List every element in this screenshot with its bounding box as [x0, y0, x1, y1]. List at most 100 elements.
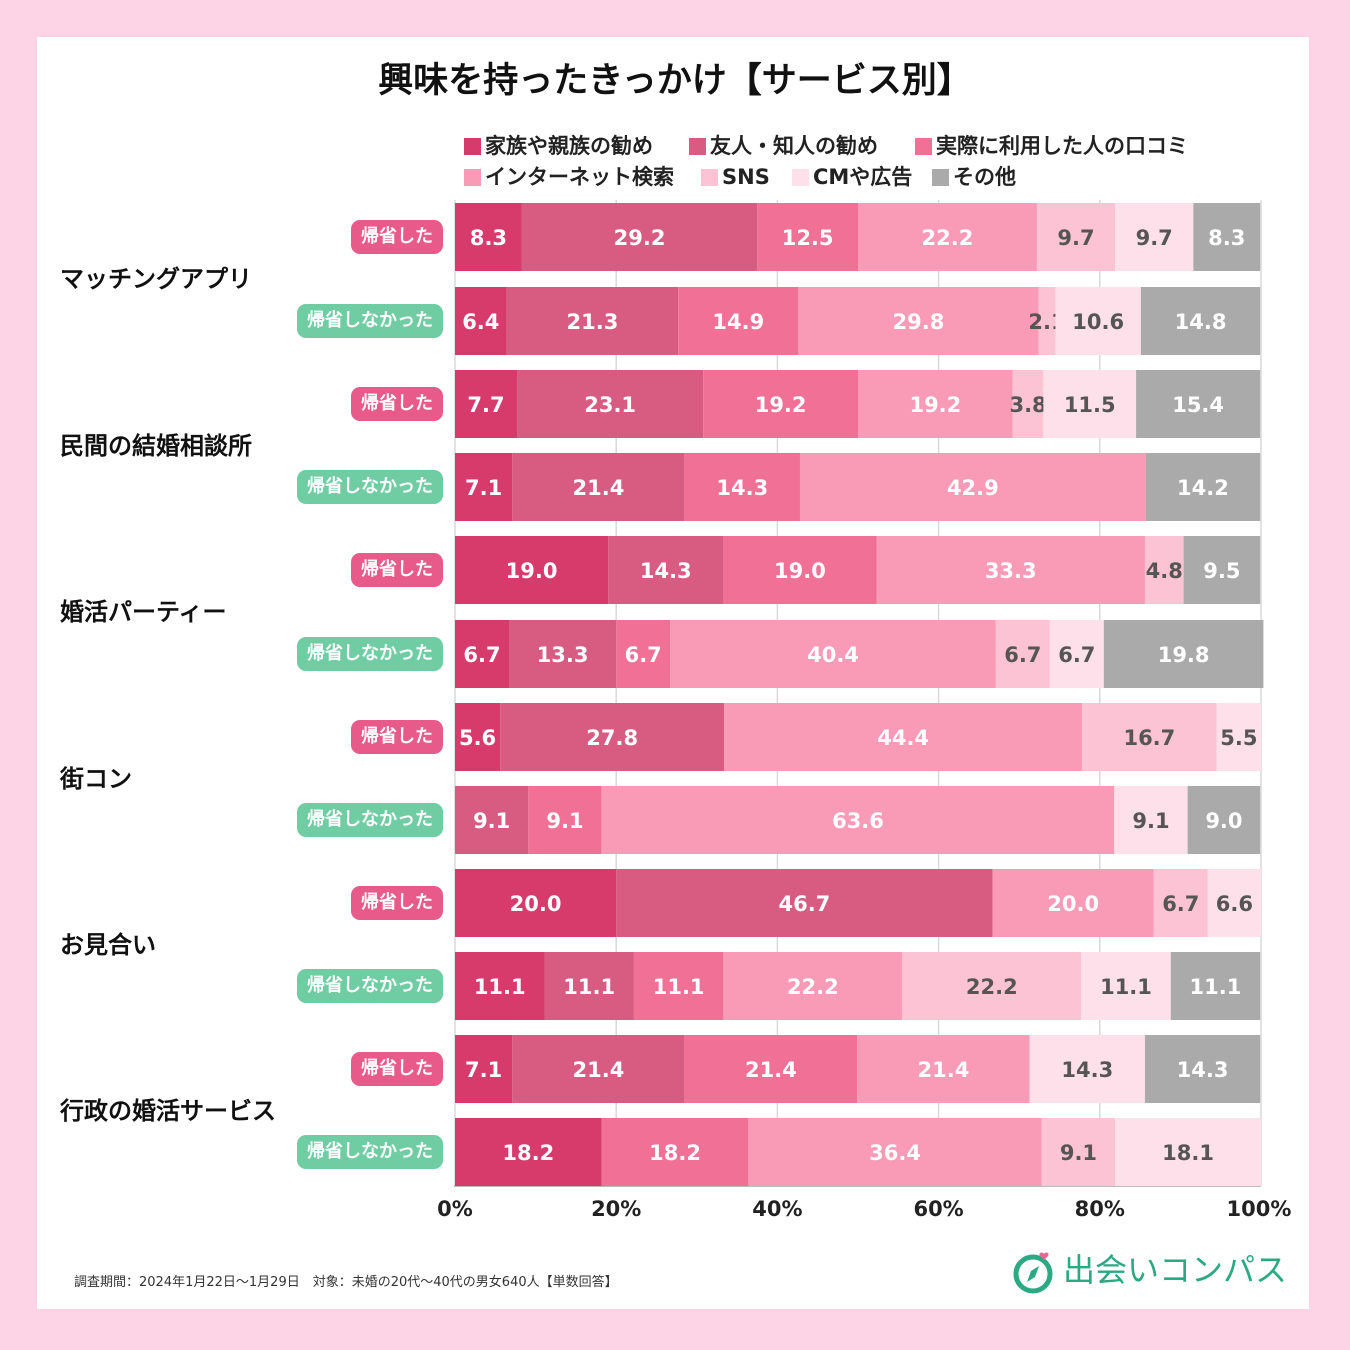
data-label: 23.1	[584, 393, 636, 417]
bar-segment	[455, 536, 609, 604]
service-label: お見合い	[60, 930, 156, 959]
bar-segment	[517, 370, 704, 438]
bar-segment	[500, 703, 725, 771]
bar-segment	[1183, 536, 1261, 604]
not-visited-home-pill: 帰省しなかった	[297, 1135, 443, 1169]
visited-home-pill: 帰省した	[351, 553, 443, 587]
not-visited-home-pill: 帰省しなかった	[297, 637, 443, 671]
data-label: 6.7	[463, 643, 500, 667]
bar-segment	[799, 453, 1146, 521]
data-label: 7.1	[465, 476, 502, 500]
service-label: 行政の婚活サービス	[60, 1096, 276, 1125]
x-tick-label: 0%	[437, 1197, 473, 1221]
data-label: 5.6	[459, 726, 496, 750]
legend-item: 実際に利用した人の口コミ	[915, 133, 1188, 159]
legend-label: 友人・知人の勧め	[710, 134, 878, 158]
data-label: 18.2	[502, 1141, 554, 1165]
data-label: 27.8	[586, 726, 638, 750]
legend-label: インターネット検索	[485, 165, 674, 189]
bar-segment	[670, 620, 996, 688]
data-label: 7.7	[467, 393, 504, 417]
legend-label: 家族や親族の勧め	[485, 134, 653, 158]
bar-segment	[857, 1035, 1030, 1103]
data-label: 40.4	[807, 643, 859, 667]
data-label: 21.4	[573, 476, 625, 500]
bar-segment	[512, 453, 685, 521]
legend-item: SNS	[701, 164, 770, 190]
legend-swatch	[932, 169, 949, 186]
x-tick-label: 40%	[752, 1197, 802, 1221]
bar-segment	[1145, 453, 1261, 521]
bar-segment	[723, 536, 877, 604]
data-label: 14.3	[716, 476, 768, 500]
data-label: 9.1	[1132, 809, 1169, 833]
bar-segment	[1115, 1118, 1261, 1186]
data-label: 18.2	[649, 1141, 701, 1165]
legend-swatch	[792, 169, 809, 186]
x-tick-label: 100%	[1227, 1197, 1292, 1221]
data-label: 13.3	[537, 643, 589, 667]
bar-segment	[455, 786, 529, 854]
bar-segment	[1153, 869, 1208, 937]
bar-segment	[723, 952, 903, 1020]
data-label: 11.5	[1064, 393, 1116, 417]
bar-segment	[1081, 952, 1171, 1020]
data-label: 14.8	[1175, 310, 1227, 334]
service-label: 街コン	[60, 764, 132, 793]
data-label: 8.3	[470, 226, 507, 250]
data-label: 11.1	[1190, 975, 1242, 999]
bar-segment	[521, 203, 758, 271]
data-label: 33.3	[985, 559, 1037, 583]
bar-segment	[455, 620, 509, 688]
x-tick-label: 80%	[1075, 1197, 1125, 1221]
data-label: 3.8	[1009, 393, 1046, 417]
service-label: 民間の結婚相談所	[60, 431, 252, 460]
data-label: 19.2	[755, 393, 807, 417]
bar-segment	[858, 203, 1037, 271]
bar-segment	[509, 620, 617, 688]
not-visited-home-pill: 帰省しなかった	[297, 803, 443, 837]
data-label: 6.7	[1004, 643, 1041, 667]
data-label: 14.2	[1177, 476, 1229, 500]
data-label: 22.2	[787, 975, 839, 999]
data-label: 21.3	[567, 310, 619, 334]
bar-segment	[757, 203, 858, 271]
bar-segment	[876, 536, 1145, 604]
bar-segment	[616, 620, 671, 688]
bar-segment	[528, 786, 602, 854]
data-label: 14.3	[1061, 1058, 1113, 1082]
data-label: 11.1	[474, 975, 526, 999]
legend-label: 実際に利用した人の口コミ	[936, 134, 1188, 158]
legend-label: CMや広告	[813, 165, 913, 189]
x-tick-label: 20%	[591, 1197, 641, 1221]
bar-segment	[1043, 370, 1137, 438]
bar-segment	[1082, 703, 1217, 771]
data-label: 9.7	[1136, 226, 1173, 250]
bar-segment	[616, 869, 993, 937]
bar-segment	[1049, 620, 1104, 688]
bar-segment	[633, 952, 724, 1020]
data-label: 9.5	[1203, 559, 1240, 583]
bar-segment	[1012, 370, 1044, 438]
data-label: 10.6	[1072, 310, 1124, 334]
data-label: 63.6	[832, 809, 884, 833]
data-label: 7.1	[465, 1058, 502, 1082]
bar-segment	[544, 952, 634, 1020]
data-label: 8.3	[1208, 226, 1245, 250]
data-label: 20.0	[1047, 892, 1099, 916]
bar-segment	[703, 370, 858, 438]
legend-swatch	[689, 138, 706, 155]
data-label: 6.4	[462, 310, 499, 334]
service-label: 婚活パーティー	[60, 598, 227, 626]
chart-title: 興味を持ったきっかけ【サービス別】	[378, 61, 972, 101]
legend-swatch	[915, 138, 932, 155]
legend-swatch	[701, 169, 718, 186]
bar-segment	[798, 287, 1039, 355]
bar-segment	[455, 287, 507, 355]
bar-segment	[1038, 287, 1056, 355]
data-label: 21.4	[745, 1058, 797, 1082]
data-label: 14.9	[712, 310, 764, 334]
legend-item: 友人・知人の勧め	[689, 133, 878, 159]
bar-segment	[1170, 952, 1261, 1020]
bar-segment	[1115, 203, 1194, 271]
